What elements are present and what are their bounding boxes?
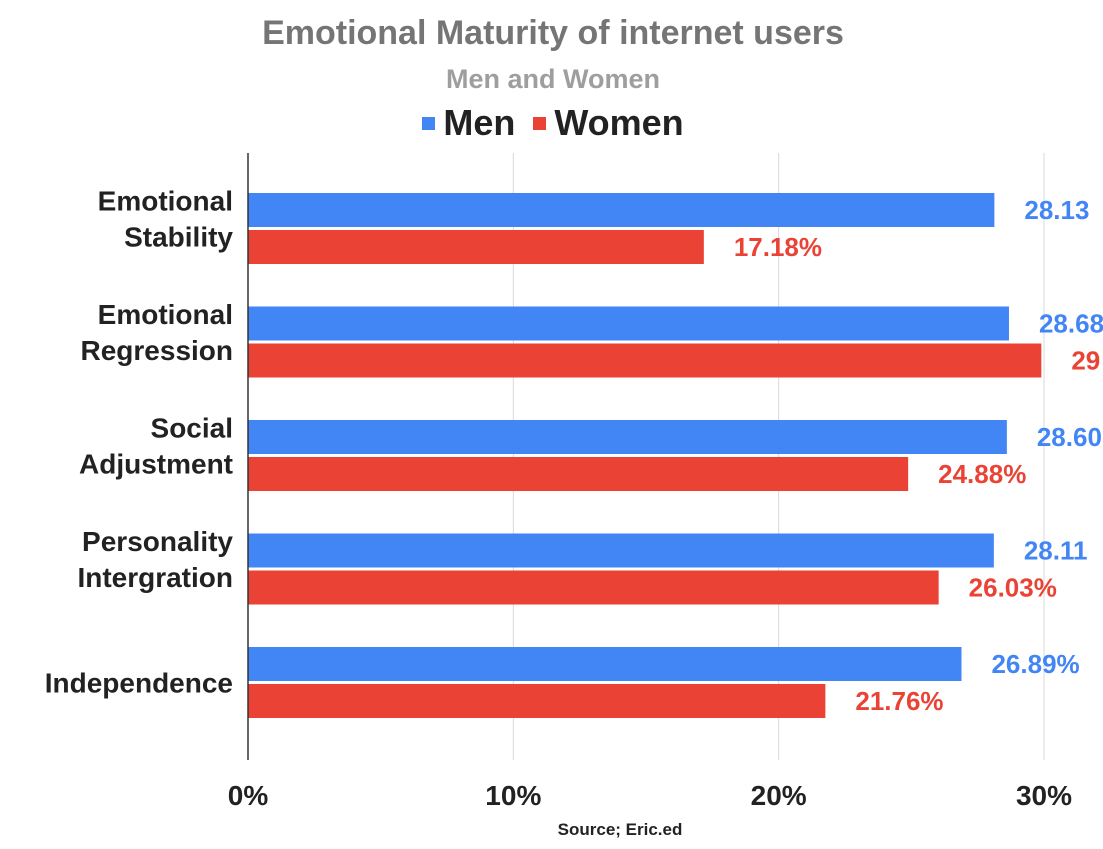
chart-subtitle: Men and Women bbox=[445, 64, 660, 94]
legend-swatch-women bbox=[533, 116, 547, 130]
x-tick-label: 10% bbox=[485, 780, 541, 811]
data-label-women: 29 bbox=[1071, 346, 1100, 376]
category-label: Independence bbox=[45, 668, 233, 699]
bar-men bbox=[248, 193, 995, 227]
bar-women bbox=[248, 684, 826, 718]
data-label-women: 17.18% bbox=[734, 232, 822, 262]
category-label: Emotional bbox=[98, 186, 233, 217]
data-label-men: 28.13 bbox=[1024, 195, 1089, 225]
legend-label-men: Men bbox=[443, 102, 516, 143]
data-label-women: 26.03% bbox=[969, 573, 1057, 603]
bar-men bbox=[248, 306, 1009, 341]
chart-title: Emotional Maturity of internet users bbox=[262, 14, 844, 52]
x-tick-label: 20% bbox=[751, 780, 807, 811]
bar-men bbox=[248, 533, 994, 568]
legend-label-women: Women bbox=[554, 102, 684, 143]
x-tick-label: 0% bbox=[228, 780, 269, 811]
data-label-women: 24.88% bbox=[938, 459, 1026, 489]
data-label-women: 21.76% bbox=[855, 686, 943, 716]
bar-women bbox=[248, 570, 939, 605]
data-label-men: 28.11 bbox=[1024, 536, 1088, 566]
chart-source: Source; Eric.ed bbox=[557, 820, 683, 839]
data-label-men: 26.89% bbox=[991, 649, 1079, 679]
legend-swatch-men bbox=[422, 116, 436, 130]
category-label: Emotional bbox=[98, 299, 233, 330]
category-label: Social bbox=[151, 413, 233, 444]
data-label-men: 28.60 bbox=[1037, 422, 1102, 452]
category-label: Personality bbox=[82, 526, 233, 557]
category-label: Intergration bbox=[77, 562, 233, 593]
bar-women bbox=[248, 230, 704, 264]
category-label: Stability bbox=[124, 222, 233, 253]
bar-women bbox=[248, 457, 909, 491]
data-label-men: 28.68 bbox=[1039, 309, 1103, 339]
bar-men bbox=[248, 647, 962, 681]
bar-men bbox=[248, 420, 1007, 454]
legend-item-men: Men bbox=[422, 102, 515, 144]
chart-legend: Men Women bbox=[0, 102, 1103, 144]
legend-item-women: Women bbox=[533, 102, 684, 144]
x-tick-label: 30% bbox=[1016, 780, 1072, 811]
category-label: Adjustment bbox=[79, 449, 233, 480]
category-label: Regression bbox=[81, 335, 234, 366]
bar-women bbox=[248, 343, 1042, 378]
